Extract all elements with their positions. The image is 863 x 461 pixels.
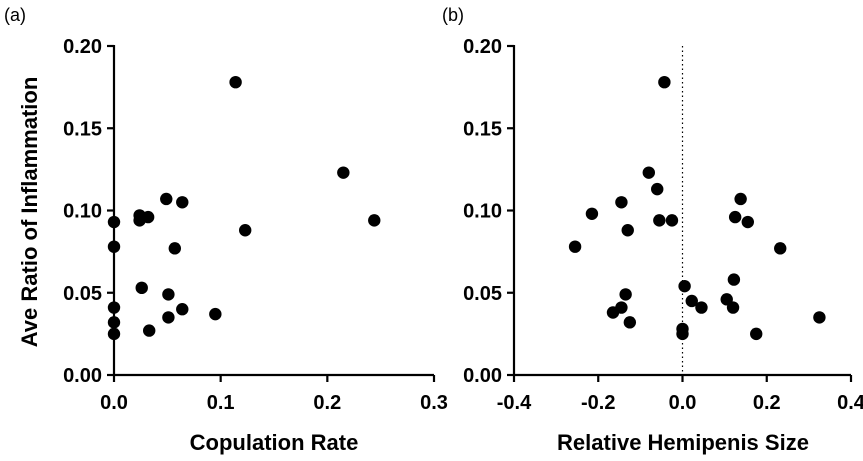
panel-b-label: (b) <box>442 5 464 25</box>
panel-b-data-point <box>685 294 698 308</box>
panel-a-data-point <box>107 327 121 341</box>
panel-b-data-point <box>615 196 628 209</box>
panel-a-data-point <box>107 240 121 253</box>
panel-b-data-point <box>619 288 632 301</box>
panel-a-data-point <box>337 166 350 179</box>
panel-a-data-point <box>162 288 175 301</box>
panel-a-y-tick-label: 0.00 <box>63 365 102 387</box>
panel-a-y-tick-label: 0.10 <box>63 201 102 223</box>
panel-a-data-point <box>160 192 173 206</box>
panel-b-data-point <box>678 279 691 293</box>
panel-b-data-point <box>741 215 754 229</box>
panel-a-data-point <box>229 75 242 89</box>
panel-a-x-tick-label: 0.1 <box>207 392 235 414</box>
panel-a-x-tick-label: 0.0 <box>100 392 128 414</box>
panel-b-x-tick-label: -0.2 <box>581 392 615 414</box>
panel-a-x-axis-title: Copulation Rate <box>190 430 359 455</box>
panel-a-data-point <box>107 215 121 229</box>
panel-b-data-point <box>695 301 708 314</box>
panel-a-data-point <box>176 196 189 209</box>
panel-a-x-tick-label: 0.3 <box>420 392 448 414</box>
panel-b-data-point <box>585 207 599 220</box>
panel-b-data-point <box>750 327 763 341</box>
panel-b-data-point <box>774 242 787 255</box>
panel-a-x-tick-label: 0.2 <box>313 392 341 414</box>
panel-a-data-point <box>141 210 155 224</box>
panel-a-data-point <box>107 316 121 329</box>
panel-b-data-point <box>676 327 689 341</box>
panel-b-plot-area: 0.00 0.05 0.10 0.15 0.20 -0.4 -0.2 0.0 0.2 0.4 <box>463 36 863 414</box>
panel-a-y-tick-label: 0.05 <box>63 283 102 305</box>
panel-a-y-tick-label: 0.20 <box>63 36 102 58</box>
panel-b: (b) Relative Hemipenis Size 0.00 0.05 0.10… <box>442 5 863 455</box>
panel-b-data-point <box>734 192 747 206</box>
panel-b-data-point <box>568 240 582 253</box>
panel-b-x-tick-label: 0.0 <box>669 392 697 414</box>
panel-a-data-point <box>168 242 181 255</box>
panel-b-data-point <box>651 182 664 196</box>
panel-b-data-point <box>665 214 679 227</box>
panel-b-data-point <box>727 273 741 286</box>
panel-a-y-tick-label: 0.15 <box>63 118 102 140</box>
panel-b-data-point <box>813 311 826 324</box>
panel-a-data-point <box>107 301 121 314</box>
panel-a-plot-area: 0.00 0.05 0.10 0.15 0.20 0.0 0.1 0.2 0.3 <box>63 36 448 414</box>
panel-b-x-tick-label: -0.4 <box>497 392 532 414</box>
panel-a-data-point <box>209 307 222 321</box>
panel-b-y-tick-label: 0.15 <box>463 118 502 140</box>
panel-b-data-point <box>658 75 671 89</box>
panel-b-y-tick-label: 0.20 <box>463 36 502 58</box>
panel-b-data-point <box>653 214 666 227</box>
panel-a-data-point <box>368 214 381 227</box>
panel-a-data-point <box>239 224 252 237</box>
panel-b-data-point <box>728 210 742 224</box>
panel-a-label: (a) <box>4 5 26 25</box>
panel-b-data-point <box>623 316 637 329</box>
panel-b-x-tick-label: 0.2 <box>753 392 781 414</box>
panel-a: (a) Ave Ratio of Inflammation Copulation… <box>4 5 448 455</box>
panel-b-data-point <box>621 224 634 237</box>
panel-b-y-tick-label: 0.10 <box>463 201 502 223</box>
panel-a-data-point <box>162 311 175 324</box>
panel-b-data-point <box>726 301 740 314</box>
panel-a-data-point <box>143 324 156 337</box>
panel-b-y-tick-label: 0.05 <box>463 283 502 305</box>
panel-b-x-axis-title: Relative Hemipenis Size <box>557 430 809 455</box>
panel-b-x-tick-label: 0.4 <box>837 392 863 414</box>
panel-a-y-axis-title: Ave Ratio of Inflammation <box>17 77 42 348</box>
panel-a-data-point <box>176 303 189 316</box>
panel-b-data-point <box>642 166 655 179</box>
panel-b-y-tick-label: 0.00 <box>463 365 502 387</box>
panel-b-data-point <box>615 301 628 314</box>
panel-a-data-point <box>135 281 148 295</box>
